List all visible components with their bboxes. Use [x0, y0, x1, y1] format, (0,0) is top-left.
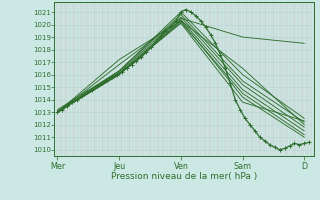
X-axis label: Pression niveau de la mer( hPa ): Pression niveau de la mer( hPa ) [111, 172, 257, 181]
